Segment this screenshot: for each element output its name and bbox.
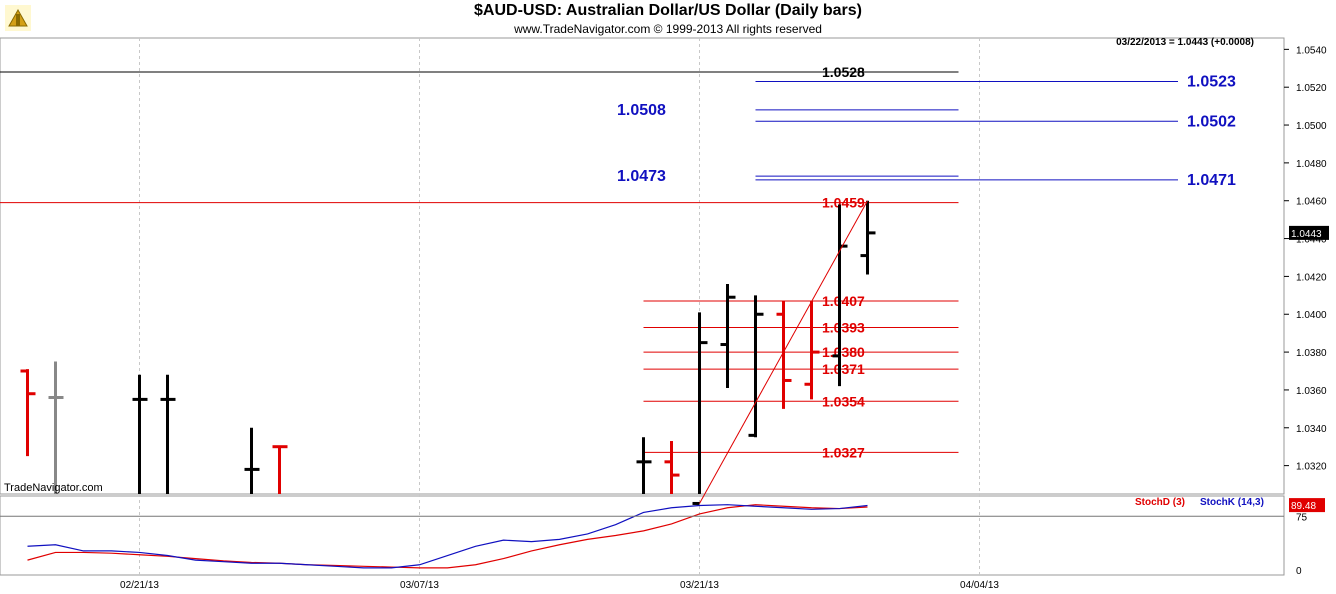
price-tick-label: 1.0400 (1296, 310, 1327, 321)
last-quote: 03/22/2013 = 1.0443 (+0.0008) (1116, 37, 1254, 48)
ohlc-bar (720, 283, 736, 389)
ohlc-bar (832, 204, 848, 387)
stochd-line (27, 504, 868, 569)
tradenavigator-logo-icon (5, 5, 31, 31)
price-tick-label: 1.0380 (1296, 348, 1327, 359)
level-label: 1.0393 (822, 319, 865, 335)
last-price-box (1289, 225, 1329, 240)
level-label: 1.0354 (822, 393, 865, 409)
level-label: 1.0459 (822, 195, 865, 211)
main-panel (0, 37, 1285, 495)
ohlc-bar (748, 295, 764, 438)
indicator-tick-label: 0 (1296, 566, 1302, 577)
date-tick-label: 03/21/13 (680, 580, 719, 591)
ohlc-bar (636, 437, 652, 494)
watermark: TradeNavigator.com (4, 482, 103, 494)
date-tick-label: 03/07/13 (400, 580, 439, 591)
price-levels: 1.0528 1.0523 1.0508 1.0502 1.0473 1.0471 1.04… (0, 64, 1236, 460)
level-label: 1.0502 (1187, 113, 1236, 130)
price-tick-label: 1.0480 (1296, 159, 1327, 170)
level-label: 1.0528 (822, 64, 865, 80)
indicator-axis: 75 0 89.48 (0, 498, 1325, 577)
price-tick-label: 1.0520 (1296, 83, 1327, 94)
ohlc-bar (20, 369, 36, 457)
indicator-panel (0, 495, 1285, 576)
ohlc-bar (804, 301, 820, 400)
last-price-label: 1.0443 (1291, 229, 1322, 240)
level-label: 1.0473 (617, 168, 666, 185)
level-label: 1.0371 (822, 361, 865, 377)
price-tick-label: 1.0340 (1296, 424, 1327, 435)
ohlc-bar (48, 361, 64, 494)
level-label: 1.0471 (1187, 172, 1236, 189)
date-axis: 02/21/13 03/07/13 03/21/13 04/04/13 (120, 580, 999, 591)
ohlc-bar (132, 374, 148, 494)
price-tick-label: 1.0440 (1296, 235, 1327, 246)
indicator-value-label: 89.48 (1291, 501, 1316, 512)
ohlc-bars (20, 200, 876, 505)
legend-stochd: StochD (3) (1135, 497, 1185, 508)
ohlc-bar (664, 441, 680, 494)
price-tick-label: 1.0360 (1296, 386, 1327, 397)
trend-line (699, 200, 868, 504)
level-label: 1.0508 (617, 102, 666, 119)
level-label: 1.0380 (822, 344, 865, 360)
price-tick-label: 1.0500 (1296, 121, 1327, 132)
level-label: 1.0523 (1187, 74, 1236, 91)
copyright-line: www.TradeNavigator.com © 1999-2013 All r… (514, 22, 822, 36)
price-tick-label: 1.0540 (1296, 45, 1327, 56)
price-tick-label: 1.0420 (1296, 272, 1327, 283)
level-label: 1.0407 (822, 293, 865, 309)
ohlc-bar (776, 301, 792, 409)
indicator-tick-label: 75 (1296, 512, 1308, 523)
price-axis: 1.05401.05201.05001.04801.04601.04401.04… (1284, 45, 1329, 473)
chart-title: $AUD-USD: Australian Dollar/US Dollar (D… (474, 2, 862, 19)
date-tick-label: 02/21/13 (120, 580, 159, 591)
date-tick-label: 04/04/13 (960, 580, 999, 591)
price-tick-label: 1.0320 (1296, 462, 1327, 473)
indicator-value-box (1289, 498, 1325, 513)
ohlc-bar (860, 200, 876, 275)
ohlc-bar (692, 312, 708, 505)
level-label: 1.0327 (822, 444, 865, 460)
legend-stochk: StochK (14,3) (1200, 497, 1264, 508)
price-tick-label: 1.0460 (1296, 197, 1327, 208)
ohlc-bar (160, 374, 176, 494)
trendline (699, 200, 868, 504)
ohlc-bar (244, 427, 260, 494)
stochk-line (27, 504, 868, 569)
ohlc-bar (272, 445, 288, 494)
stochastic-lines (27, 504, 868, 569)
